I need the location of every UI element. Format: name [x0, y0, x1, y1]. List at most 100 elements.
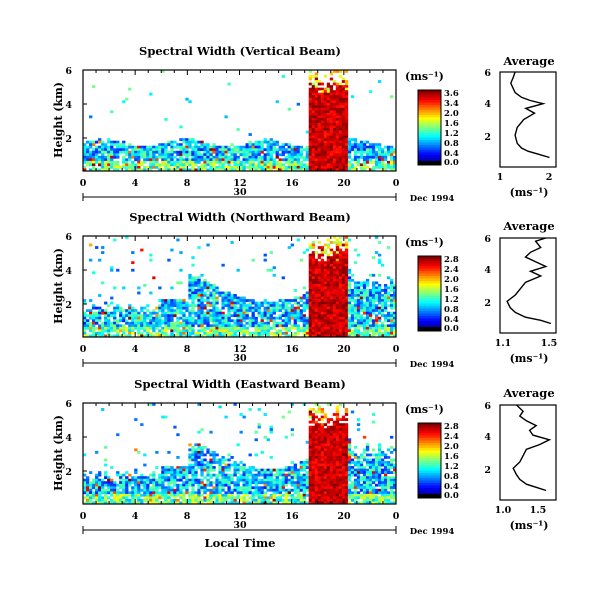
- heatmap-cell: [317, 160, 322, 164]
- heatmap-cell: [215, 476, 219, 480]
- heatmap-cell: [215, 319, 219, 323]
- heatmap-cell: [293, 160, 297, 164]
- heatmap-cell: [347, 168, 352, 172]
- heatmap-cell: [92, 160, 96, 164]
- heatmap-cell: [290, 468, 294, 472]
- heatmap-cell: [248, 163, 252, 167]
- heatmap-cell: [104, 488, 108, 492]
- heatmap-cell: [245, 306, 249, 310]
- heatmap-cell: [308, 476, 313, 480]
- heatmap-cell: [311, 107, 316, 111]
- heatmap-cell: [230, 150, 234, 154]
- heatmap-cell: [161, 329, 165, 333]
- heatmap-cell: [332, 283, 337, 287]
- heatmap-cell: [374, 153, 379, 157]
- heatmap-cell: [209, 483, 213, 487]
- heatmap-cell: [347, 453, 352, 457]
- heatmap-cell: [149, 316, 153, 320]
- heatmap-cell: [356, 423, 361, 427]
- heatmap-cell: [194, 481, 198, 485]
- heatmap-cell: [125, 498, 129, 502]
- heatmap-cell: [326, 165, 331, 169]
- heatmap-cell: [281, 488, 285, 492]
- heatmap-cell: [377, 150, 382, 154]
- heatmap-cell: [98, 329, 102, 333]
- heatmap-cell: [206, 145, 210, 149]
- heatmap-cell: [311, 448, 316, 452]
- heatmap-cell: [317, 456, 322, 459]
- heatmap-cell: [308, 324, 313, 328]
- heatmap-cell: [122, 163, 126, 167]
- heatmap-cell: [386, 165, 391, 169]
- heatmap-cell: [389, 296, 394, 300]
- heatmap-cell: [89, 158, 93, 162]
- heatmap-cell: [341, 107, 346, 111]
- heatmap-cell: [344, 150, 349, 154]
- heatmap-cell: [344, 123, 349, 126]
- heatmap-cell: [107, 483, 111, 487]
- heatmap-cell: [107, 140, 111, 144]
- heatmap-cell: [368, 329, 373, 333]
- heatmap-cell: [167, 491, 171, 495]
- heatmap-cell: [335, 498, 340, 502]
- heatmap-cell: [392, 163, 397, 167]
- heatmap-cell: [152, 486, 156, 490]
- heatmap-cell: [335, 246, 340, 249]
- heatmap-cell: [239, 309, 243, 313]
- heatmap-cell: [272, 321, 276, 325]
- heatmap-cell: [212, 466, 216, 469]
- heatmap-cell: [323, 168, 328, 172]
- heatmap-cell: [365, 309, 370, 313]
- heatmap-cell: [197, 483, 201, 487]
- heatmap-cell: [305, 329, 310, 333]
- heatmap-cell: [92, 481, 96, 485]
- heatmap-cell: [263, 148, 267, 152]
- heatmap-cell: [143, 324, 147, 328]
- heatmap-cell: [233, 471, 237, 474]
- heatmap-cell: [122, 143, 126, 147]
- heatmap-cell: [335, 435, 340, 439]
- heatmap-cell: [320, 423, 325, 427]
- heatmap-cell: [356, 324, 361, 328]
- x-tick-labels: 0 4 8 12 16 20 0: [80, 344, 400, 355]
- heatmap-cell: [131, 488, 135, 492]
- heatmap-cell: [344, 243, 349, 247]
- heatmap-cell: [314, 261, 319, 265]
- heatmap-cell: [272, 273, 276, 277]
- profile-frame: [499, 237, 557, 334]
- heatmap-cell: [176, 301, 180, 305]
- heatmap-cell: [104, 314, 108, 318]
- heatmap-cell: [83, 145, 87, 149]
- heatmap-cell: [203, 498, 207, 502]
- heatmap-cell: [194, 456, 198, 459]
- colorbar-swatch: [418, 92, 441, 96]
- heatmap-cell: [341, 461, 346, 464]
- heatmap-cell: [329, 496, 334, 500]
- heatmap-cell: [320, 168, 325, 172]
- heatmap-cell: [89, 491, 93, 495]
- heatmap-cell: [209, 466, 213, 469]
- heatmap-cell: [89, 498, 93, 502]
- heatmap-cell: [212, 321, 216, 325]
- heatmap-cell: [209, 450, 213, 454]
- heatmap-cell: [221, 473, 225, 477]
- heatmap-cell: [311, 501, 316, 505]
- heatmap-cell: [374, 329, 379, 333]
- heatmap-cell: [203, 278, 207, 282]
- heatmap-cell: [329, 453, 334, 457]
- heatmap-cell: [266, 324, 270, 328]
- heatmap-cell: [104, 309, 108, 313]
- heatmap-cell: [374, 286, 379, 290]
- heatmap-cell: [332, 468, 337, 472]
- heatmap-cell: [218, 478, 222, 482]
- heatmap-cell: [377, 165, 382, 169]
- heatmap-cell: [335, 306, 340, 310]
- panel-northward: Spectral Width (Northward Beam) 6 4 2 He…: [52, 210, 557, 370]
- heatmap-cell: [173, 488, 177, 492]
- heatmap-cell: [101, 158, 105, 162]
- heatmap-cell: [308, 117, 313, 121]
- heatmap-cell: [296, 296, 300, 300]
- heatmap-cell: [317, 311, 322, 315]
- heatmap-cell: [266, 143, 270, 147]
- heatmap-cell: [233, 331, 237, 335]
